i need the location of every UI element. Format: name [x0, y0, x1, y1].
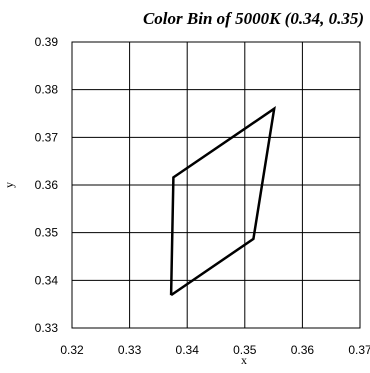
tick-labels: 0.32 0.33 0.34 0.35 0.36 0.370.330.340.350.36… — [35, 35, 370, 357]
x-tick-label: 0.36 — [291, 343, 315, 357]
x-tick-label: 0.32 — [60, 343, 84, 357]
gridlines — [71, 41, 361, 329]
y-tick-label: 0.33 — [35, 321, 59, 335]
data-layer — [169, 106, 276, 297]
x-tick-label: 0.37 — [348, 343, 370, 357]
y-tick-label: 0.37 — [35, 130, 59, 144]
y-tick-label: 0.34 — [35, 273, 59, 287]
x-tick-label: 0.35 — [233, 343, 257, 357]
chart-title: Color Bin of 5000K (0.34, 0.35) — [143, 9, 364, 28]
y-tick-label: 0.39 — [35, 35, 59, 49]
plot-frame — [71, 41, 361, 329]
y-tick-label: 0.36 — [35, 178, 59, 192]
y-axis-label: y — [2, 182, 16, 188]
color-bin-line — [169, 106, 276, 297]
y-tick-label: 0.35 — [35, 226, 59, 240]
x-tick-label: 0.33 — [118, 343, 142, 357]
y-tick-label: 0.38 — [35, 83, 59, 97]
x-axis-label: x — [241, 353, 247, 367]
x-tick-label: 0.34 — [176, 343, 200, 357]
